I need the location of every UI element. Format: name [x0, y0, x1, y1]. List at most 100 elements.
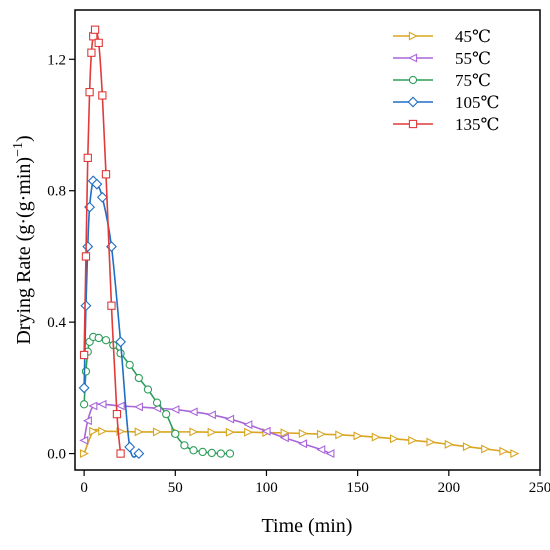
series-0-point	[79, 449, 89, 459]
x-tick-label: 50	[168, 480, 183, 496]
series-4	[79, 25, 125, 458]
series-3-point	[82, 241, 94, 253]
series-2-point	[180, 441, 189, 450]
legend-0-point	[408, 31, 418, 41]
series-1-point	[79, 435, 89, 445]
series-1	[79, 399, 335, 459]
series-0-point	[317, 429, 327, 439]
series-0-point	[207, 427, 217, 437]
series-2-point	[189, 446, 198, 455]
series-0-point	[189, 427, 199, 437]
series-1-point	[97, 399, 107, 409]
series-2-point	[125, 360, 134, 370]
legend-label: 135℃	[455, 115, 500, 134]
series-0-point	[98, 426, 108, 436]
axis-ticks: 0 50 100 150 200 250 0.0 0.4 0.8 1.2	[47, 52, 550, 496]
series-2-point	[162, 409, 171, 419]
y-axis-label-tail: )	[13, 135, 35, 142]
series-2-point	[101, 336, 111, 345]
legend-2-point	[408, 75, 418, 85]
series-3-point	[133, 448, 145, 460]
series-4-point	[116, 449, 125, 458]
series-0-point	[152, 427, 162, 437]
legend-label: 75℃	[455, 71, 491, 90]
series-2-point	[81, 367, 91, 376]
y-tick-label: 0.8	[47, 184, 66, 200]
legend-item-0: 45℃	[393, 27, 491, 46]
series-4-point	[98, 91, 107, 100]
series-2-point	[152, 398, 162, 407]
series-0-point	[408, 435, 418, 445]
series-1-point	[133, 402, 143, 412]
legend-1-point	[408, 53, 418, 63]
series-4-point	[112, 409, 122, 419]
y-tick-label: 0.0	[47, 447, 66, 463]
series-2-point	[216, 449, 226, 458]
series-3-point	[78, 382, 90, 394]
series-0-point	[462, 442, 472, 452]
series-2-point	[198, 447, 207, 457]
series-0-point	[389, 434, 399, 444]
series-0-point	[481, 444, 491, 454]
series-2-point	[94, 333, 103, 343]
series-1-point	[88, 401, 98, 411]
series-4-point	[79, 350, 89, 360]
series-3-point	[115, 336, 127, 348]
series-1-point	[316, 445, 326, 455]
x-tick-label: 250	[529, 480, 550, 496]
x-tick-label: 0	[80, 480, 88, 496]
legend-label: 105℃	[455, 93, 500, 112]
series-2	[79, 332, 235, 458]
series-0-point	[225, 427, 235, 437]
x-tick-label: 150	[346, 480, 369, 496]
legend-label: 55℃	[455, 49, 491, 68]
series-4-point	[83, 153, 92, 163]
series-1-point	[82, 416, 92, 426]
series-0-point	[499, 446, 509, 456]
series-1-point	[188, 407, 198, 417]
series-1-point	[115, 401, 125, 411]
series-1-point	[279, 433, 289, 443]
series-0-point	[371, 432, 381, 442]
series-1-point	[298, 439, 308, 449]
series-2-point	[134, 373, 143, 383]
series-4-point	[87, 48, 96, 57]
legend-item-1: 55℃	[393, 49, 491, 68]
plot-frame	[74, 9, 541, 471]
series-0-point	[298, 429, 308, 439]
series-4-point	[107, 301, 116, 310]
series-0-point	[134, 427, 144, 437]
series-1-point	[225, 414, 235, 424]
series-1-point	[325, 449, 335, 459]
y-tick-label: 1.2	[47, 52, 66, 68]
y-tick-label: 0.4	[47, 315, 66, 331]
series-1-point	[170, 405, 180, 415]
legend-3-point	[407, 96, 419, 108]
series-1-point	[206, 410, 216, 420]
series-3-point	[91, 178, 103, 190]
series-4-point	[94, 38, 103, 48]
legend: 45℃ 55℃ 75℃ 105℃ 135℃	[393, 27, 500, 134]
series-0-point	[280, 428, 290, 438]
series-1-point	[261, 426, 271, 436]
series-1-point	[243, 420, 253, 430]
series-4-point	[90, 25, 100, 34]
series-0-point	[426, 437, 436, 447]
series-0-point	[353, 431, 363, 441]
series-3	[78, 175, 145, 460]
series-0-point	[335, 430, 345, 440]
series-4-point	[85, 87, 94, 97]
legend-item-2: 75℃	[393, 71, 491, 90]
series-0-point	[510, 449, 520, 459]
series-2-point	[79, 400, 89, 409]
legend-label: 45℃	[455, 27, 491, 46]
series-0-point	[444, 439, 454, 449]
series-0	[79, 426, 520, 459]
series-0-point	[89, 426, 99, 436]
series-0-point	[244, 427, 254, 437]
series-3-point	[80, 300, 92, 312]
x-tick-label: 200	[438, 480, 461, 496]
legend-item-3: 105℃	[393, 93, 500, 112]
series-2-point	[207, 448, 216, 458]
